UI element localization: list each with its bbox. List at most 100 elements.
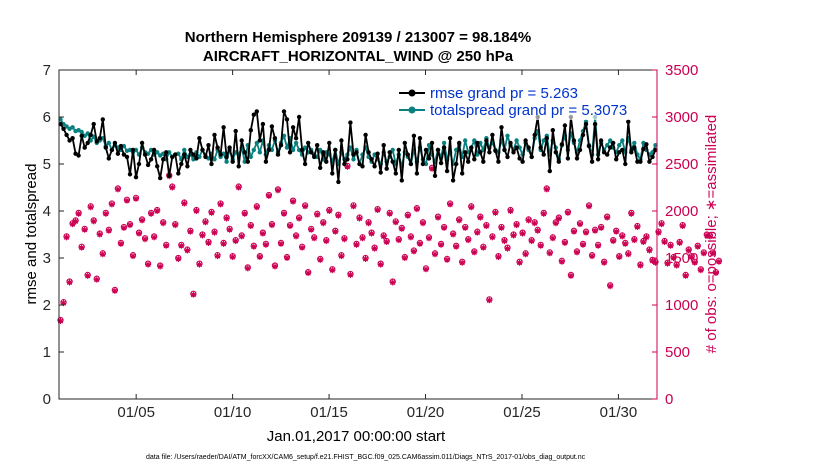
obs-assimilated-point: [655, 229, 662, 236]
obs-assimilated-point: [133, 195, 140, 202]
rmse-point: [487, 150, 492, 155]
rmse-point: [644, 142, 649, 147]
rmse-point: [529, 154, 534, 160]
rmse-point: [164, 150, 169, 155]
obs-assimilated-point: [290, 198, 297, 205]
obs-assimilated-point: [489, 234, 496, 241]
obs-assimilated-point: [211, 229, 218, 236]
obs-assimilated-point: [111, 287, 118, 294]
obs-assimilated-point: [93, 276, 100, 283]
obs-assimilated-point: [622, 240, 629, 247]
obs-assimilated-point: [567, 272, 574, 279]
rmse-point: [408, 161, 414, 167]
obs-assimilated-point: [661, 239, 668, 246]
rmse-point: [76, 153, 81, 158]
obs-assimilated-point: [531, 220, 538, 227]
obs-assimilated-point: [640, 239, 647, 246]
rmse-point: [550, 128, 555, 133]
obs-assimilated-point: [368, 230, 375, 237]
totalspread-point: [632, 140, 637, 146]
obs-assimilated-point: [613, 228, 620, 235]
obs-assimilated-point: [347, 271, 354, 278]
y-right-tick-label-0: 0: [665, 391, 673, 408]
rmse-point: [188, 147, 193, 153]
rmse-point: [617, 150, 622, 155]
obs-assimilated-point: [296, 215, 303, 222]
obs-assimilated-point: [634, 223, 641, 230]
rmse-point: [598, 138, 604, 143]
rmse-point: [287, 150, 293, 155]
obs-assimilated-point: [317, 256, 324, 263]
rmse-point: [589, 159, 595, 164]
obs-assimilated-point: [136, 230, 143, 237]
obs-assimilated-point: [498, 224, 505, 231]
rmse-point: [161, 157, 166, 162]
rmse-point: [414, 171, 420, 176]
obs-assimilated-point: [323, 238, 330, 245]
x-tick-label-1: 01/10: [214, 404, 252, 421]
obs-assimilated-point: [208, 209, 215, 216]
obs-assimilated-point: [217, 201, 224, 208]
obs-assimilated-point: [453, 243, 460, 250]
rmse-point: [103, 145, 109, 150]
obs-assimilated-point: [338, 253, 345, 260]
rmse-point: [647, 159, 652, 164]
rmse-point: [586, 143, 592, 149]
obs-assimilated-point: [682, 272, 689, 279]
rmse-point: [118, 143, 124, 149]
obs-assimilated-point: [268, 222, 275, 229]
totalspread-point: [605, 143, 610, 148]
obs-assimilated-point: [169, 184, 176, 191]
totalspread-point: [281, 133, 287, 138]
totalspread-point: [441, 140, 447, 146]
rmse-point: [595, 157, 601, 162]
rmse-point: [197, 136, 202, 141]
totalspread-point: [106, 140, 112, 146]
obs-assimilated-point: [477, 214, 484, 221]
obs-assimilated-point: [413, 206, 420, 213]
rmse-point: [553, 150, 558, 155]
obs-assimilated-point: [120, 224, 127, 231]
obs-assimilated-point: [99, 251, 106, 258]
rmse-point: [450, 178, 456, 183]
obs-assimilated-point: [573, 249, 580, 256]
obs-assimilated-point: [262, 241, 269, 248]
rmse-point: [115, 151, 121, 156]
obs-assimilated-point: [142, 236, 149, 243]
rmse-point: [454, 161, 459, 167]
obs-assimilated-point: [459, 259, 466, 266]
obs-assimilated-point: [631, 237, 638, 244]
obs-assimilated-point: [450, 231, 457, 238]
obs-assimilated-point: [123, 197, 130, 204]
obs-assimilated-point: [628, 210, 635, 217]
obs-assimilated-point: [528, 238, 535, 245]
rmse-point: [472, 157, 477, 162]
obs-assimilated-point: [546, 250, 553, 257]
y-right-tick-label-1: 500: [665, 344, 690, 361]
obs-assimilated-point: [432, 251, 439, 258]
obs-assimilated-point: [247, 223, 254, 230]
obs-assimilated-point: [576, 221, 583, 228]
x-tick-label-2: 01/15: [310, 404, 348, 421]
rmse-point: [432, 173, 438, 178]
rmse-point: [638, 159, 643, 164]
totalspread-point: [293, 140, 299, 146]
rmse-point: [559, 142, 565, 147]
obs-assimilated-point: [435, 214, 442, 221]
rmse-point: [417, 136, 423, 141]
obs-assimilated-point: [580, 241, 587, 248]
obs-assimilated-point: [676, 239, 683, 246]
totalspread-point: [390, 147, 395, 153]
rmse-point: [281, 109, 287, 114]
obs-assimilated-point: [244, 265, 251, 272]
obs-assimilated-point: [229, 254, 236, 261]
y-right-tick-label-6: 3000: [665, 109, 698, 126]
obs-assimilated-point: [114, 186, 121, 193]
obs-assimilated-point: [589, 253, 596, 260]
obs-assimilated-point: [335, 212, 342, 219]
obs-assimilated-point: [513, 222, 520, 229]
rmse-point: [556, 159, 561, 164]
plot-area: [59, 70, 657, 399]
rmse-point: [293, 136, 299, 141]
